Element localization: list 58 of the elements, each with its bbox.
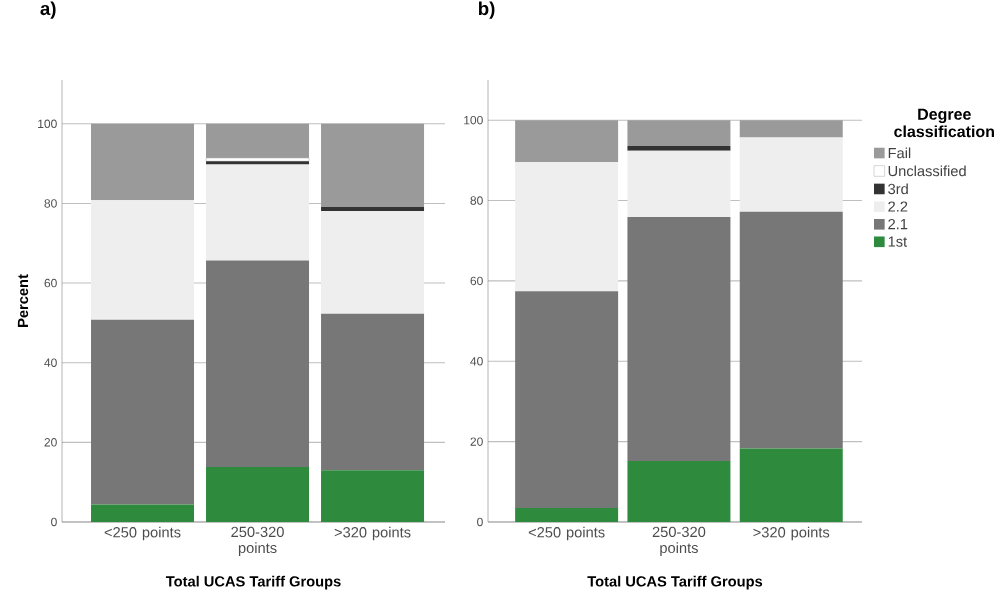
y-tick-label: 0 xyxy=(51,517,57,527)
x-axis-title: Total UCAS Tariff Groups xyxy=(165,575,341,590)
x-axis-title: Total UCAS Tariff Groups xyxy=(587,575,763,590)
bar xyxy=(321,313,425,471)
legend-title: Degree classification xyxy=(894,108,994,138)
legend-label: Fail xyxy=(888,147,911,159)
legend-label: 2.1 xyxy=(888,218,908,230)
bar xyxy=(206,467,310,522)
bar xyxy=(515,120,619,162)
bar xyxy=(206,123,310,159)
legend-label: 2.2 xyxy=(888,201,908,212)
y-tick-label: 100 xyxy=(464,115,483,125)
y-tick-label: 100 xyxy=(38,119,57,129)
bar xyxy=(321,211,425,314)
bar xyxy=(91,123,195,201)
legend-label: 1st xyxy=(888,236,908,247)
bar xyxy=(627,145,731,151)
y-axis-title: Percent xyxy=(17,274,29,327)
bar xyxy=(206,164,310,261)
bar xyxy=(206,161,310,165)
bar xyxy=(739,137,843,212)
legend-label: 3rd xyxy=(888,183,908,195)
x-tick-label: <250 points xyxy=(104,526,181,541)
chart-title: a) xyxy=(40,1,56,19)
x-tick-label: >320 points xyxy=(753,526,830,541)
bar xyxy=(205,157,310,162)
bar xyxy=(321,123,425,208)
bar xyxy=(91,319,195,505)
y-tick-label: 20 xyxy=(470,437,483,446)
bar xyxy=(91,200,195,320)
bar xyxy=(515,291,619,508)
x-tick-label: 250-320 points xyxy=(231,526,284,556)
bar xyxy=(627,460,731,522)
y-tick-label: 40 xyxy=(44,358,57,367)
bar xyxy=(206,260,310,468)
bar xyxy=(515,161,619,292)
bar xyxy=(321,470,425,522)
bar xyxy=(515,507,619,522)
y-tick-label: 80 xyxy=(44,199,57,208)
bar xyxy=(627,120,731,146)
x-tick-label: >320 points xyxy=(334,526,411,541)
bar xyxy=(739,211,843,449)
bar xyxy=(627,150,731,218)
y-tick-label: 20 xyxy=(44,438,57,447)
y-tick-label: 40 xyxy=(470,357,483,366)
y-tick-label: 0 xyxy=(477,517,483,527)
x-tick-label: 250-320 points xyxy=(652,526,706,556)
x-tick-label: <250 points xyxy=(528,526,605,541)
legend-label: Unclassified xyxy=(888,165,966,177)
bar xyxy=(627,217,731,461)
y-tick-label: 60 xyxy=(470,276,483,286)
y-tick-label: 60 xyxy=(44,278,57,288)
bar xyxy=(739,120,843,138)
bar xyxy=(739,448,843,522)
chart-title: b) xyxy=(478,1,495,19)
bar xyxy=(91,504,195,522)
y-tick-label: 80 xyxy=(470,196,483,205)
bar xyxy=(321,207,425,212)
